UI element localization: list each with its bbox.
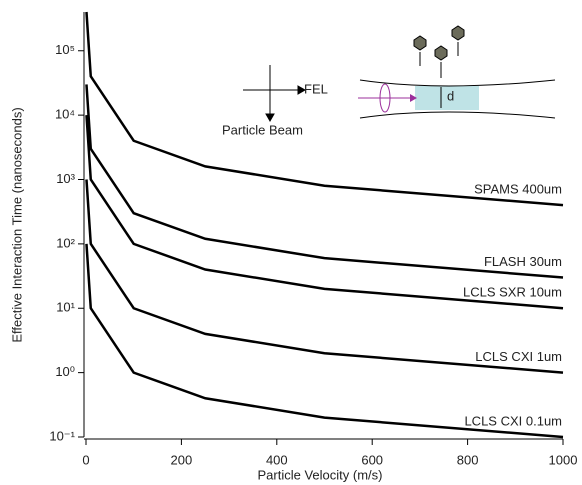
- annotation: FEL: [304, 81, 328, 96]
- x-axis-label: Particle Velocity (m/s): [258, 467, 383, 482]
- series-line: [85, 179, 564, 374]
- particle: [413, 35, 427, 51]
- annotation: Particle Beam: [222, 122, 303, 137]
- series-label: LCLS CXI 1um: [475, 349, 562, 364]
- interaction-region: [415, 86, 479, 110]
- annotation: d: [447, 88, 454, 103]
- x-tick-label: 1000: [549, 452, 578, 467]
- series-label: SPAMS 400um: [474, 182, 562, 197]
- series-line: [85, 115, 564, 310]
- series-label: LCLS CXI 0.1um: [464, 413, 562, 428]
- y-tick-label: 10⁵: [55, 42, 75, 57]
- x-tick-label: 600: [361, 452, 383, 467]
- inset-diagram: [243, 25, 556, 123]
- series-line: [85, 243, 564, 439]
- particle: [434, 45, 448, 61]
- series-label: LCLS SXR 10um: [463, 285, 562, 300]
- y-tick-label: 10⁻¹: [49, 428, 75, 443]
- x-tick-label: 200: [171, 452, 193, 467]
- arrow-head: [410, 94, 417, 102]
- arrow-head: [297, 85, 307, 95]
- y-tick-label: 10⁰: [55, 364, 75, 379]
- particle: [451, 25, 465, 41]
- y-axis-label: Effective Interaction Time (nanoseconds): [9, 107, 24, 342]
- beam-edge: [359, 79, 556, 87]
- series-line: [85, 11, 564, 207]
- x-tick-label: 800: [457, 452, 479, 467]
- y-tick-label: 10³: [56, 171, 75, 186]
- beam-edge: [359, 111, 556, 119]
- arrow-head: [265, 113, 275, 123]
- y-tick-label: 10¹: [56, 300, 75, 315]
- y-tick-label: 10²: [56, 235, 75, 250]
- y-tick-label: 10⁴: [55, 107, 75, 122]
- x-tick-label: 0: [82, 452, 89, 467]
- x-tick-label: 400: [266, 452, 288, 467]
- series-line: [85, 84, 564, 279]
- series-label: FLASH 30um: [484, 254, 562, 269]
